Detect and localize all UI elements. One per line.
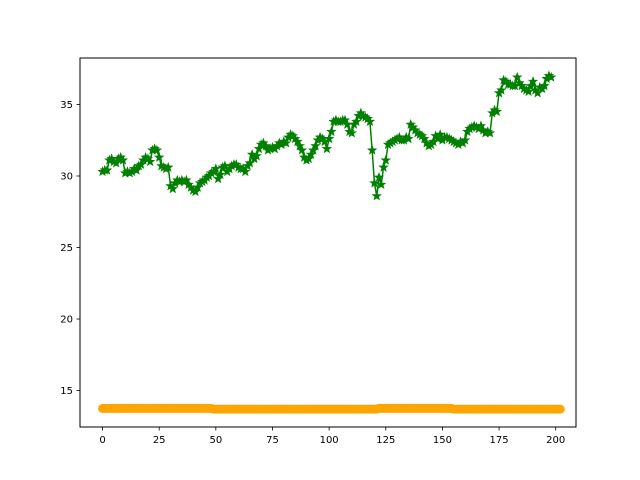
series-0-point-190 [527,76,539,87]
plot-area [80,58,576,427]
series-0-point-99 [321,143,333,154]
series-layer [97,70,565,414]
series-0-point-88 [296,144,308,155]
series-0-point-24 [151,144,163,155]
series-0-point-123 [376,179,387,189]
series-0-point-107 [339,114,351,125]
series-0-point-160 [459,134,471,145]
series-0-point-125 [380,154,391,165]
x-tick-label-7: 175 [490,435,509,446]
series-0 [97,70,557,201]
x-tick-label-3: 75 [266,435,279,446]
series-0-point-50 [210,163,222,174]
series-0-point-149 [434,129,446,139]
series-0-point-112 [351,116,362,127]
series-0-point-167 [475,120,487,131]
y-tick-label-1: 20 [60,315,73,326]
series-0-point-174 [491,106,502,117]
series-0-point-21 [144,156,156,167]
x-tick-label-8: 200 [546,435,565,446]
y-tick-label-0: 15 [60,386,73,397]
x-tick-label-1: 25 [153,435,166,446]
series-0-point-110 [346,127,357,138]
series-0-point-63 [240,166,251,177]
series-0-point-25 [154,151,165,162]
series-0-point-37 [181,174,192,185]
series-0-point-94 [310,140,321,151]
series-0-point-72 [260,140,271,151]
series-0-point-119 [366,144,378,155]
series-0-point-124 [378,161,389,172]
series-1-point-202 [555,404,565,414]
series-0-point-120 [369,177,380,188]
series-0-point-121 [371,190,382,201]
series-0-point-31 [167,183,178,194]
series-0-point-68 [251,150,262,161]
x-tick-label-2: 50 [209,435,222,446]
x-tick-label-5: 125 [376,435,395,446]
series-0-point-188 [523,86,534,97]
series-0-point-86 [292,136,303,147]
series-0-point-101 [326,126,337,137]
plot-background [80,58,576,427]
series-0-point-2 [101,164,113,175]
series-0-point-195 [539,80,550,91]
series-0-point-52 [215,169,226,179]
axes-frame [79,57,577,428]
axes-layer: 0 25 50 75 100 125 150 175 200 15 20 25 30 35 [60,57,577,446]
series-0-point-198 [545,71,557,82]
series-0-point-9 [117,154,129,165]
series-0-point-66 [246,149,258,159]
y-tick-label-4: 35 [60,100,73,111]
series-0-point-29 [163,161,174,172]
series-0-point-100 [323,133,335,144]
y-tick-label-2: 25 [60,243,73,254]
series-0-point-142 [419,133,430,144]
series-1 [98,403,565,414]
series-0-point-87 [294,140,305,151]
x-tick-label-0: 0 [99,435,105,446]
series-0-point-81 [280,137,292,148]
series-0-point-122 [373,171,385,182]
series-0-point-176 [496,84,507,95]
x-tick-label-4: 100 [320,435,339,446]
series-0-point-135 [403,133,414,144]
series-0-point-171 [484,127,496,138]
y-tick-label-3: 30 [60,171,73,182]
x-tick-label-6: 150 [433,435,452,446]
series-0-point-118 [364,116,376,127]
series-0-point-183 [512,71,523,82]
